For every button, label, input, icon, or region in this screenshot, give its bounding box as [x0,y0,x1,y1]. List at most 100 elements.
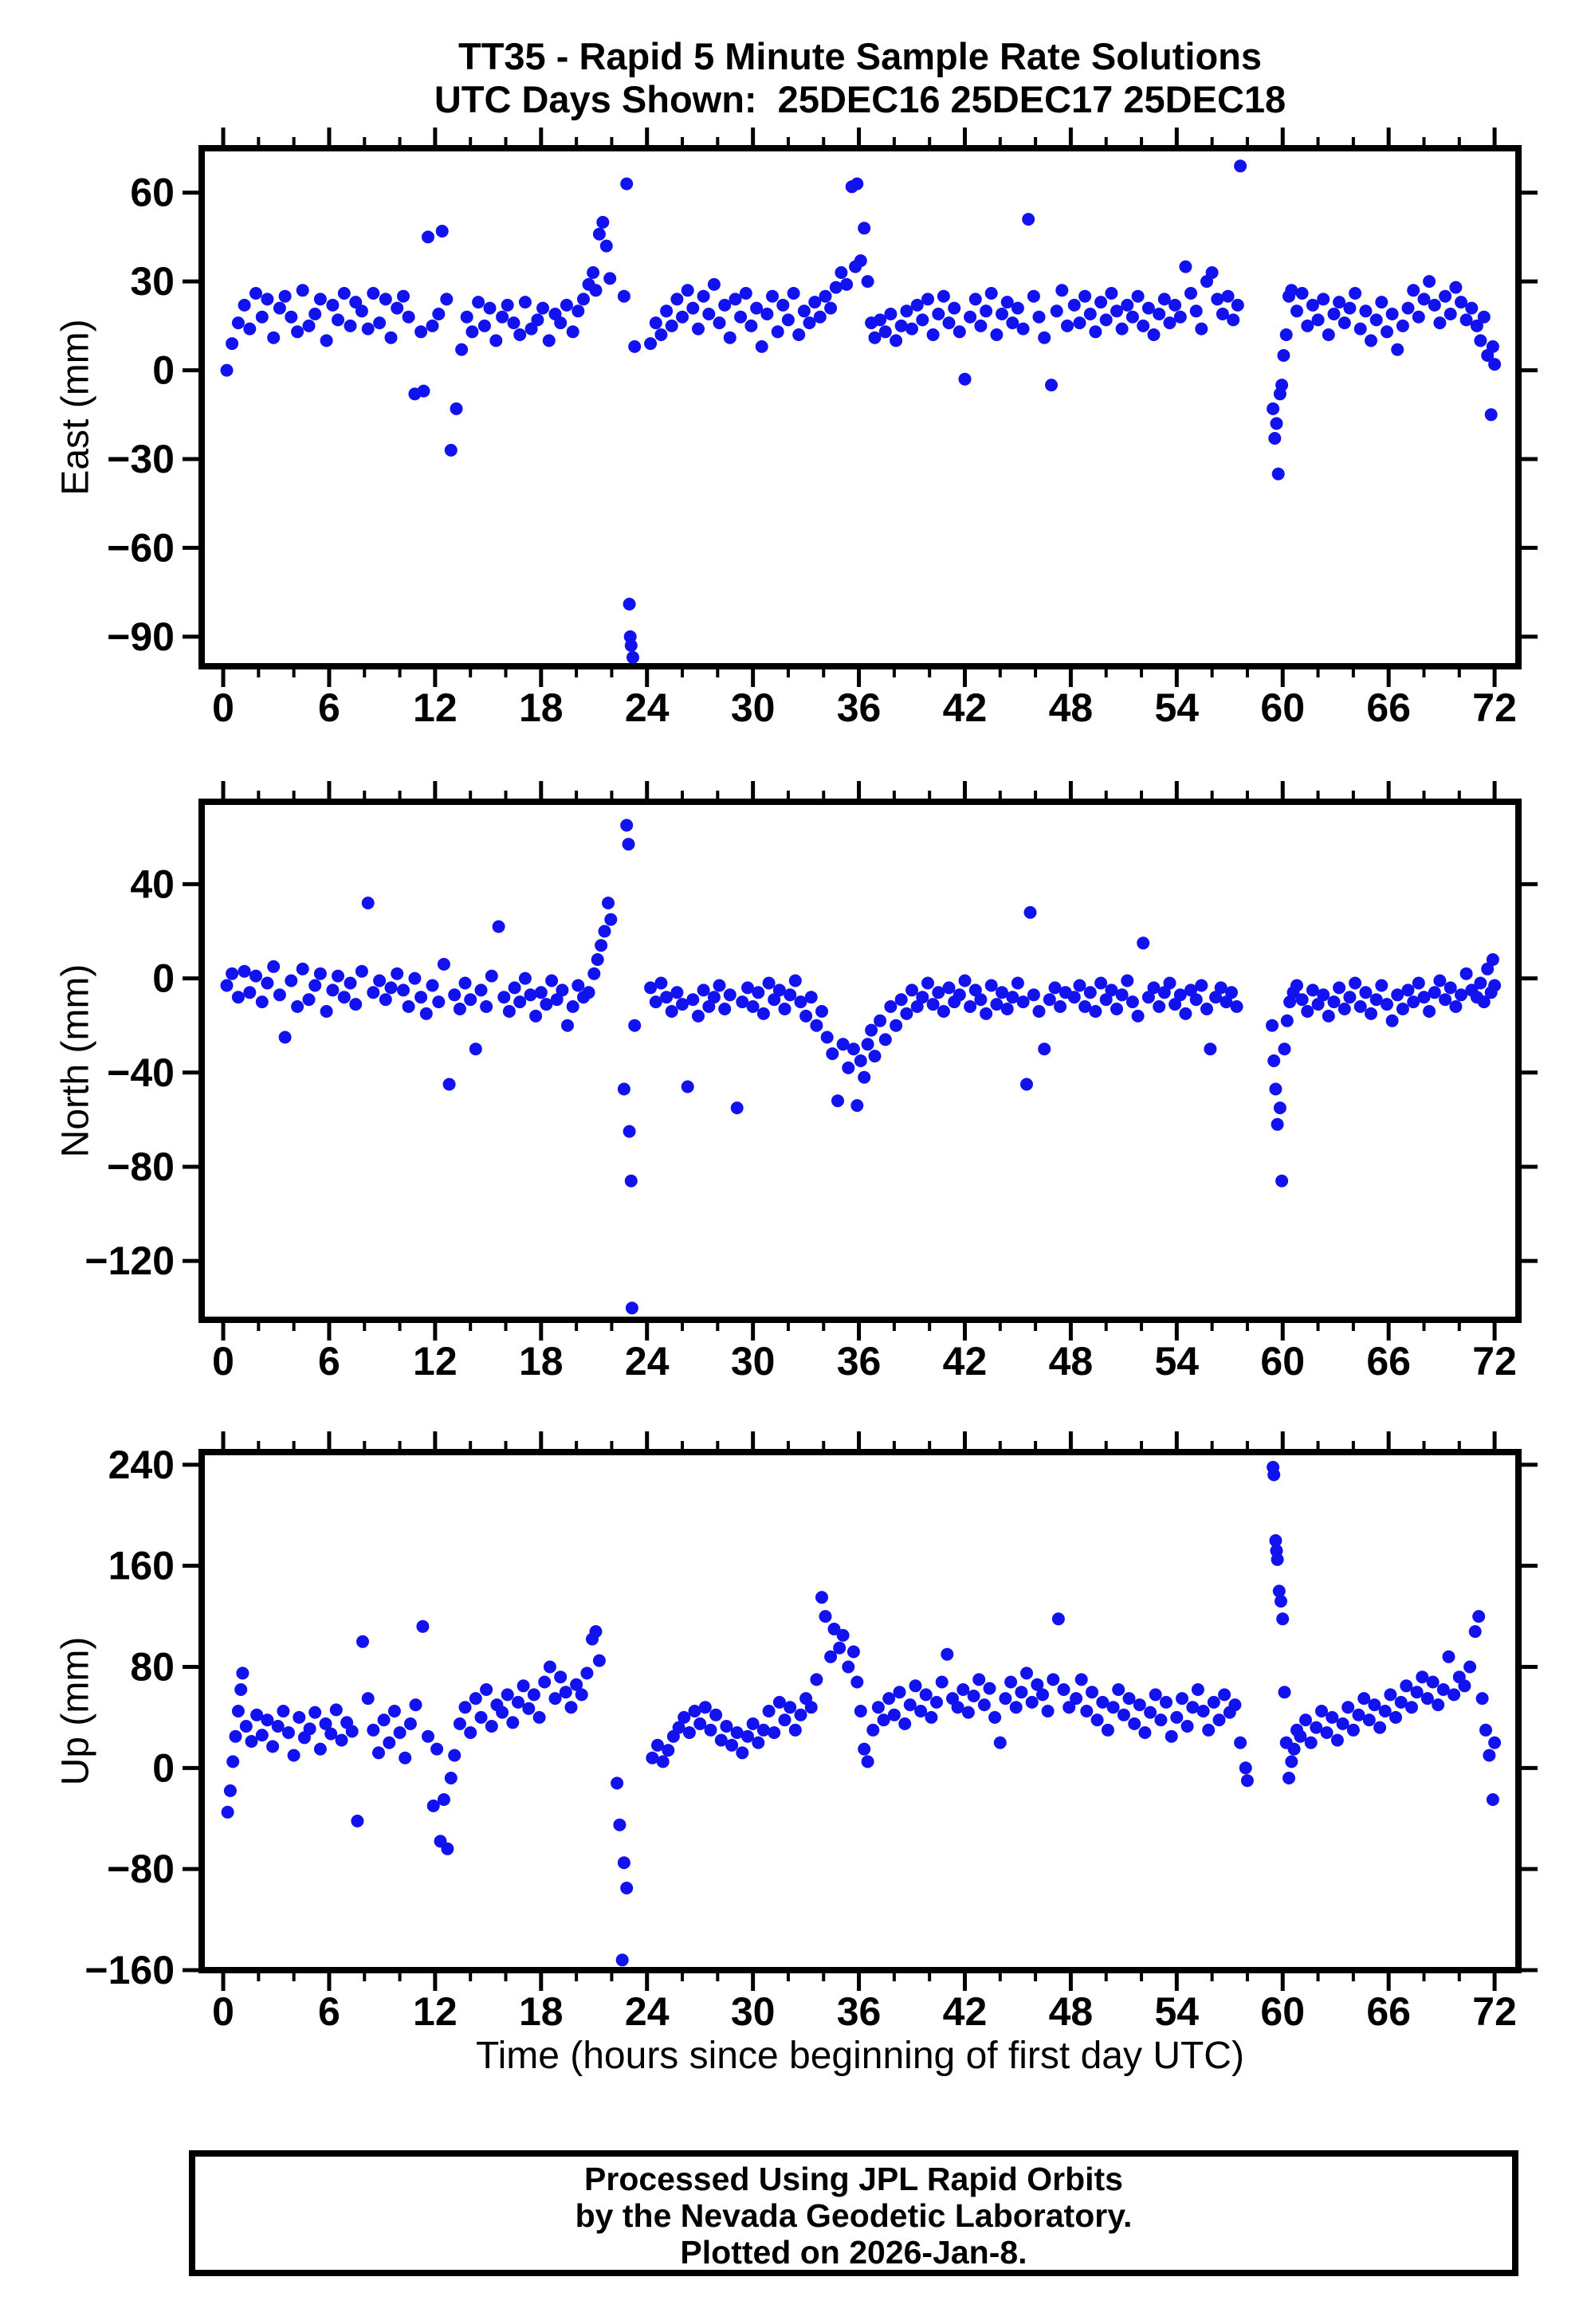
data-point [926,998,940,1011]
data-point [351,1814,364,1827]
data-point [337,991,351,1004]
data-point [746,1000,760,1013]
data-point [1433,974,1447,987]
data-point [1209,991,1223,1004]
data-point [1295,993,1309,1007]
data-point [1025,1695,1039,1709]
data-point [1023,905,1037,919]
data-point [1057,1683,1070,1696]
data-point [361,1692,375,1706]
data-point [670,292,684,306]
x-tick-label: 42 [943,1339,988,1384]
data-point [453,1717,466,1730]
data-point [958,372,972,386]
data-point [1444,308,1457,320]
data-point [1468,1625,1482,1639]
data-point [826,1047,839,1061]
x-tick-label: 36 [837,1339,882,1384]
x-tick-label: 42 [943,1989,988,2034]
y-tick-label: −90 [107,614,175,659]
data-point [1447,1688,1461,1702]
data-point [337,287,351,300]
data-point [1090,1714,1104,1727]
data-point [604,913,618,926]
data-point [623,598,636,610]
data-point [426,1799,440,1812]
data-point [397,983,410,997]
x-tick-label: 36 [837,685,882,730]
data-point [399,1751,412,1765]
data-point [1412,310,1425,324]
data-point [1153,1000,1166,1013]
data-point [646,1751,659,1765]
data-point [1401,301,1415,315]
data-point [974,993,988,1007]
data-point [355,964,368,978]
data-point [1271,467,1285,481]
data-point [1200,1003,1213,1015]
data-point [296,962,309,976]
data-point [379,292,392,306]
data-point [1004,1675,1018,1689]
data-point [1477,310,1491,324]
data-point [538,1675,552,1689]
data-point [1349,976,1362,990]
data-point [846,1042,860,1056]
data-point [1304,1736,1318,1749]
data-point [1125,995,1139,1009]
data-point [1290,304,1303,318]
data-point [1154,1714,1168,1727]
data-point [1400,1679,1413,1693]
data-point [1170,1710,1184,1724]
data-point [472,296,485,309]
data-point [813,310,827,324]
data-point [850,1099,864,1113]
data-point [384,331,398,344]
data-point [1477,995,1491,1009]
data-point [226,967,239,980]
data-point [458,1701,472,1714]
data-point [1486,953,1499,966]
data-point [1444,981,1457,995]
data-point [441,1842,454,1855]
data-point [249,287,262,300]
data-point [1179,1007,1192,1020]
y-tick-label: 60 [130,171,175,215]
data-point [1089,1005,1102,1018]
x-tick-label: 66 [1366,1339,1411,1384]
data-point [512,1695,524,1709]
footer-line1: Processed Using JPL Rapid Orbits [584,2161,1123,2197]
data-point [432,308,446,320]
data-point [1032,310,1046,324]
data-point [1117,1708,1130,1721]
y-tick-label: −80 [107,1144,175,1189]
data-point [1272,1584,1286,1598]
data-point [1423,1005,1436,1018]
data-point [670,986,684,999]
data-point [1230,1000,1243,1013]
data-point [367,287,380,300]
data-point [1121,298,1134,312]
data-point [730,1101,744,1115]
data-point [489,334,503,347]
data-point [1484,408,1498,422]
data-point [1299,1714,1312,1727]
data-point [861,275,874,289]
data-point [784,988,797,1002]
data-point [968,983,982,997]
data-point [502,1005,516,1018]
data-point [1311,313,1325,327]
data-point [752,986,765,999]
data-point [836,1628,850,1642]
x-tick-label: 12 [413,1339,458,1384]
data-point [649,316,662,330]
data-point [1373,1721,1387,1734]
data-point [688,1705,701,1717]
data-point [419,1007,433,1020]
data-point [784,1701,797,1714]
data-point [1294,1729,1307,1743]
data-point [1047,1673,1060,1686]
data-point [624,1174,638,1188]
data-point [692,322,705,336]
data-point [329,1703,343,1717]
